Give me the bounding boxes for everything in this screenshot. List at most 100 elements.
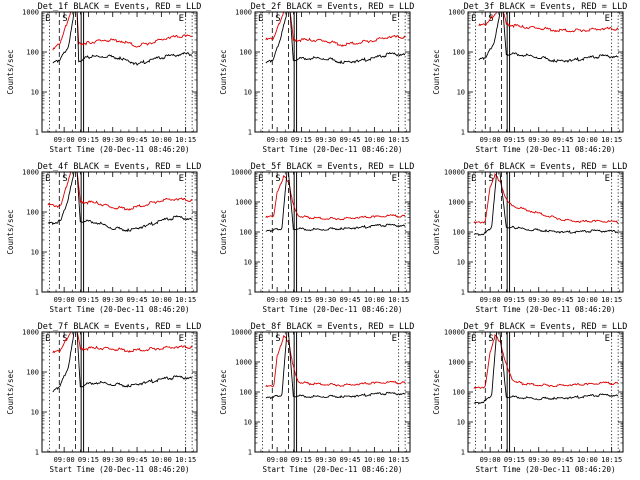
y-tick-label: 100 xyxy=(26,369,39,377)
x-tick-label: 09:45 xyxy=(127,456,148,464)
x-tick-label: 09:00 xyxy=(267,456,288,464)
x-axis-label: Start Time (20-Dec-11 08:46:20) xyxy=(476,145,616,154)
y-tick-label: 1 xyxy=(461,129,465,137)
y-tick-label: 1000 xyxy=(22,169,39,177)
x-tick-label: 09:45 xyxy=(127,136,148,144)
lld-series-line xyxy=(52,11,193,51)
events-series-line xyxy=(265,171,406,233)
x-tick-label: 10:15 xyxy=(388,136,409,144)
chart-panel-5: Det_5f BLACK = Events, RED = LLD Counts/s… xyxy=(219,162,414,314)
x-tick-label: 09:30 xyxy=(528,456,549,464)
x-tick-label: 09:00 xyxy=(480,456,501,464)
y-axis-label: Counts/sec xyxy=(432,209,441,254)
y-tick-label: 100 xyxy=(239,389,252,397)
x-tick-label: 09:30 xyxy=(315,136,336,144)
y-tick-label: 10 xyxy=(31,89,39,97)
x-tick-label: 09:15 xyxy=(291,136,312,144)
y-tick-label: 1000 xyxy=(235,199,252,207)
chart-title: Det_3f BLACK = Events, RED = LLD xyxy=(464,2,628,12)
events-series-line xyxy=(52,331,193,393)
x-tick-label: 09:45 xyxy=(553,296,574,304)
y-tick-label: 10 xyxy=(31,249,39,257)
y-tick-label: 1000 xyxy=(22,9,39,17)
chart-title: Det_4f BLACK = Events, RED = LLD xyxy=(38,162,202,172)
x-tick-label: 09:15 xyxy=(504,136,525,144)
interval-marker-label: E xyxy=(392,174,397,184)
y-axis-label: Counts/sec xyxy=(219,49,228,94)
plot-frame xyxy=(467,331,624,453)
chart-panel-1: Det_1f BLACK = Events, RED = LLD Counts/s… xyxy=(6,2,201,154)
y-tick-label: 10000 xyxy=(231,169,252,177)
x-tick-label: 10:15 xyxy=(601,136,622,144)
x-tick-label: 09:45 xyxy=(127,296,148,304)
x-tick-label: 09:15 xyxy=(504,456,525,464)
chart-panel-2: Det_2f BLACK = Events, RED = LLD Counts/s… xyxy=(219,2,414,154)
chart-panel-6: Det_6f BLACK = Events, RED = LLD Counts/s… xyxy=(432,162,627,314)
y-tick-label: 10000 xyxy=(444,329,465,337)
interval-marker-label: E xyxy=(471,334,476,344)
interval-marker-label: S xyxy=(275,334,280,344)
x-tick-label: 09:00 xyxy=(54,296,75,304)
interval-marker-label: E xyxy=(45,174,50,184)
x-tick-label: 10:00 xyxy=(577,456,598,464)
chart-title: Det_6f BLACK = Events, RED = LLD xyxy=(464,162,628,172)
x-tick-label: 10:15 xyxy=(388,456,409,464)
x-tick-label: 10:00 xyxy=(364,456,385,464)
x-tick-label: 10:00 xyxy=(364,136,385,144)
interval-marker-label: E xyxy=(392,14,397,24)
y-tick-label: 1000 xyxy=(22,329,39,337)
interval-marker-label: E xyxy=(179,334,184,344)
x-axis-label: Start Time (20-Dec-11 08:46:20) xyxy=(263,305,403,314)
events-series-line xyxy=(478,11,619,63)
x-tick-label: 09:45 xyxy=(340,136,361,144)
x-tick-label: 09:00 xyxy=(267,136,288,144)
lld-series-line xyxy=(265,175,406,221)
interval-marker-label: S xyxy=(488,174,493,184)
lld-series-line xyxy=(473,172,619,224)
interval-marker-label: E xyxy=(605,14,610,24)
y-tick-label: 1 xyxy=(461,449,465,457)
y-axis-label: Counts/sec xyxy=(219,209,228,254)
interval-marker-label: S xyxy=(62,334,67,344)
interval-marker-label: E xyxy=(605,334,610,344)
x-tick-label: 09:15 xyxy=(291,296,312,304)
x-tick-label: 10:15 xyxy=(175,296,196,304)
chart-panel-3: Det_3f BLACK = Events, RED = LLD Counts/s… xyxy=(432,2,627,154)
interval-marker-label: S xyxy=(62,14,67,24)
y-tick-label: 100 xyxy=(26,49,39,57)
y-tick-label: 1 xyxy=(35,289,39,297)
interval-marker-label: E xyxy=(45,14,50,24)
lld-series-line xyxy=(473,333,619,389)
events-series-line xyxy=(265,11,406,65)
y-tick-label: 10000 xyxy=(444,169,465,177)
chart-panel-4: Det_4f BLACK = Events, RED = LLD Counts/s… xyxy=(6,162,201,314)
y-tick-label: 1 xyxy=(35,129,39,137)
x-tick-label: 09:00 xyxy=(267,296,288,304)
plot-frame xyxy=(41,11,198,133)
x-tick-label: 10:15 xyxy=(601,296,622,304)
interval-marker-label: S xyxy=(275,14,280,24)
interval-marker-label: S xyxy=(62,174,67,184)
x-tick-label: 10:00 xyxy=(151,456,172,464)
y-tick-label: 1 xyxy=(248,129,252,137)
y-tick-label: 10 xyxy=(457,419,465,427)
interval-marker-label: S xyxy=(488,334,493,344)
x-tick-label: 09:15 xyxy=(504,296,525,304)
x-axis-label: Start Time (20-Dec-11 08:46:20) xyxy=(50,465,190,474)
y-tick-label: 10000 xyxy=(231,329,252,337)
plot-frame xyxy=(41,331,198,453)
x-tick-label: 09:00 xyxy=(54,136,75,144)
interval-marker-label: E xyxy=(179,14,184,24)
x-tick-label: 10:15 xyxy=(175,136,196,144)
lld-series-line xyxy=(265,11,406,48)
x-tick-label: 10:15 xyxy=(601,456,622,464)
y-tick-label: 1000 xyxy=(235,9,252,17)
x-tick-label: 09:00 xyxy=(480,296,501,304)
y-axis-label: Counts/sec xyxy=(6,209,15,254)
y-axis-label: Counts/sec xyxy=(6,369,15,414)
y-tick-label: 10 xyxy=(457,259,465,267)
y-axis-label: Counts/sec xyxy=(6,49,15,94)
x-tick-label: 10:15 xyxy=(175,456,196,464)
x-tick-label: 09:45 xyxy=(553,456,574,464)
